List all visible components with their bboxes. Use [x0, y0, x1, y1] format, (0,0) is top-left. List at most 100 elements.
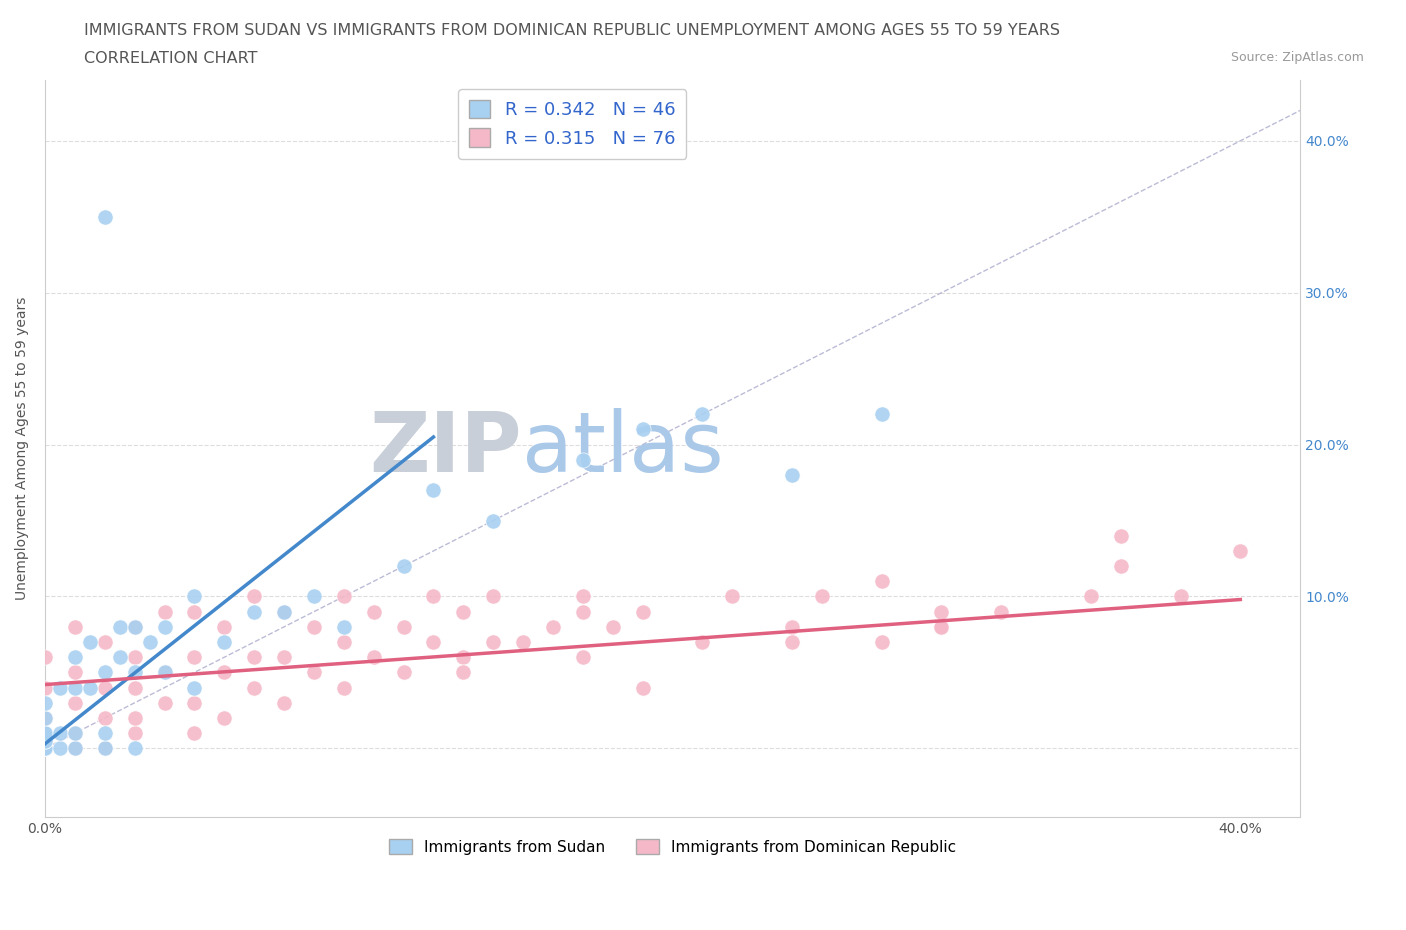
- Point: [34, 696, 56, 711]
- Point: [63, 680, 86, 695]
- Text: CORRELATION CHART: CORRELATION CHART: [84, 51, 257, 66]
- Point: [93, 711, 115, 725]
- Point: [482, 589, 505, 604]
- Point: [273, 604, 295, 619]
- Point: [49, 725, 72, 740]
- Point: [153, 665, 176, 680]
- Point: [49, 680, 72, 695]
- Point: [153, 696, 176, 711]
- Point: [482, 513, 505, 528]
- Point: [124, 725, 146, 740]
- Point: [990, 604, 1012, 619]
- Point: [34, 741, 56, 756]
- Point: [34, 741, 56, 756]
- Point: [124, 711, 146, 725]
- Text: Source: ZipAtlas.com: Source: ZipAtlas.com: [1230, 51, 1364, 64]
- Point: [392, 559, 415, 574]
- Point: [63, 665, 86, 680]
- Point: [392, 665, 415, 680]
- Point: [302, 589, 325, 604]
- Point: [93, 725, 115, 740]
- Point: [333, 680, 356, 695]
- Point: [34, 741, 56, 756]
- Point: [602, 619, 624, 634]
- Point: [183, 589, 205, 604]
- Point: [572, 452, 595, 467]
- Point: [1109, 559, 1132, 574]
- Point: [93, 209, 115, 224]
- Point: [363, 650, 385, 665]
- Point: [453, 650, 475, 665]
- Point: [243, 680, 266, 695]
- Point: [124, 741, 146, 756]
- Point: [273, 696, 295, 711]
- Point: [34, 680, 56, 695]
- Point: [79, 680, 101, 695]
- Text: IMMIGRANTS FROM SUDAN VS IMMIGRANTS FROM DOMINICAN REPUBLIC UNEMPLOYMENT AMONG A: IMMIGRANTS FROM SUDAN VS IMMIGRANTS FROM…: [84, 23, 1060, 38]
- Point: [93, 741, 115, 756]
- Point: [721, 589, 744, 604]
- Point: [1229, 543, 1251, 558]
- Point: [243, 604, 266, 619]
- Point: [93, 665, 115, 680]
- Point: [34, 741, 56, 756]
- Point: [363, 604, 385, 619]
- Point: [422, 634, 444, 649]
- Point: [63, 725, 86, 740]
- Point: [153, 619, 176, 634]
- Point: [34, 734, 56, 749]
- Point: [1109, 528, 1132, 543]
- Point: [153, 665, 176, 680]
- Point: [34, 725, 56, 740]
- Point: [302, 665, 325, 680]
- Point: [34, 650, 56, 665]
- Point: [79, 634, 101, 649]
- Point: [453, 665, 475, 680]
- Point: [572, 589, 595, 604]
- Point: [392, 619, 415, 634]
- Point: [243, 650, 266, 665]
- Point: [214, 619, 236, 634]
- Point: [214, 634, 236, 649]
- Point: [34, 711, 56, 725]
- Point: [49, 741, 72, 756]
- Point: [422, 589, 444, 604]
- Point: [333, 619, 356, 634]
- Point: [1170, 589, 1192, 604]
- Point: [692, 406, 714, 421]
- Point: [214, 711, 236, 725]
- Text: atlas: atlas: [522, 408, 724, 489]
- Point: [931, 619, 953, 634]
- Point: [124, 680, 146, 695]
- Point: [124, 619, 146, 634]
- Point: [183, 680, 205, 695]
- Point: [541, 619, 564, 634]
- Point: [124, 665, 146, 680]
- Point: [183, 650, 205, 665]
- Point: [302, 619, 325, 634]
- Legend: Immigrants from Sudan, Immigrants from Dominican Republic: Immigrants from Sudan, Immigrants from D…: [382, 832, 962, 860]
- Point: [333, 634, 356, 649]
- Point: [273, 650, 295, 665]
- Point: [63, 725, 86, 740]
- Point: [63, 619, 86, 634]
- Point: [273, 604, 295, 619]
- Point: [780, 634, 803, 649]
- Point: [572, 650, 595, 665]
- Point: [870, 406, 893, 421]
- Point: [138, 634, 160, 649]
- Point: [931, 619, 953, 634]
- Point: [124, 619, 146, 634]
- Point: [482, 634, 505, 649]
- Point: [63, 696, 86, 711]
- Point: [34, 725, 56, 740]
- Point: [780, 468, 803, 483]
- Point: [1080, 589, 1102, 604]
- Point: [512, 634, 534, 649]
- Point: [692, 634, 714, 649]
- Point: [63, 741, 86, 756]
- Y-axis label: Unemployment Among Ages 55 to 59 years: Unemployment Among Ages 55 to 59 years: [15, 297, 30, 600]
- Point: [34, 725, 56, 740]
- Text: ZIP: ZIP: [370, 408, 522, 489]
- Point: [243, 589, 266, 604]
